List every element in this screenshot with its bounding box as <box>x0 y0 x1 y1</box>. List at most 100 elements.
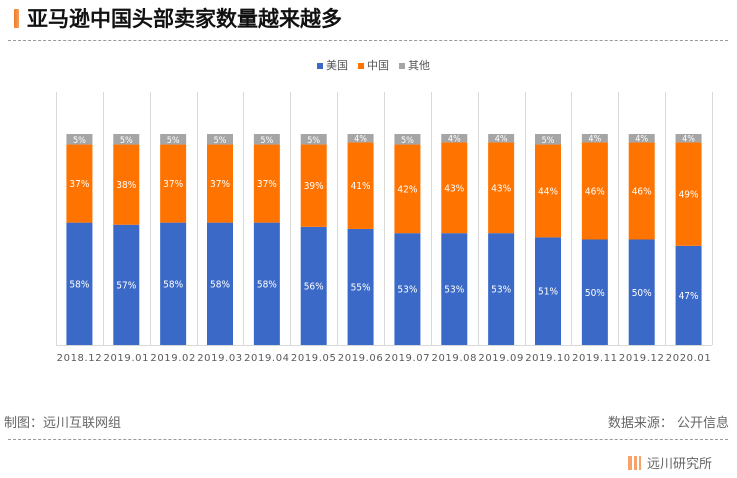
data-label: 37% <box>210 179 230 190</box>
bar-segment <box>160 222 187 345</box>
bar-segment <box>300 144 327 227</box>
bar-segment <box>675 134 702 143</box>
bar-segment <box>488 142 515 234</box>
bar-segment <box>160 144 187 223</box>
bar-segment <box>253 144 280 223</box>
bar-segment <box>160 134 187 145</box>
bar-segment <box>628 239 655 345</box>
bar-segment <box>207 134 233 145</box>
data-label: 5% <box>401 136 414 146</box>
bar-segment <box>113 134 140 145</box>
bar-segment <box>300 226 327 345</box>
legend-label-us: 美国 <box>326 59 348 72</box>
bar-segment <box>581 239 608 345</box>
bar-segment <box>253 222 280 345</box>
bar-segment <box>628 134 655 143</box>
x-tick-label: 2018.12 <box>57 353 103 364</box>
brand-name: 远川研究所 <box>647 457 713 472</box>
bar-segment <box>347 134 374 143</box>
x-tick-label: 2019.08 <box>432 353 478 364</box>
data-label: 46% <box>585 186 605 197</box>
x-tick-label: 2019.07 <box>385 353 431 364</box>
x-tick-label: 2019.04 <box>244 353 290 364</box>
bar-segment <box>66 134 93 145</box>
data-label: 4% <box>635 135 648 145</box>
data-label: 53% <box>444 285 464 296</box>
data-label: 4% <box>448 135 461 145</box>
data-label: 51% <box>538 287 558 298</box>
data-label: 37% <box>257 179 277 190</box>
data-label: 53% <box>397 285 417 296</box>
bar-segment <box>113 224 140 345</box>
data-label: 5% <box>214 136 227 146</box>
data-label: 5% <box>120 136 133 146</box>
bar-segment <box>535 144 561 238</box>
footer-divider <box>8 439 728 440</box>
x-tick-label: 2019.03 <box>197 353 243 364</box>
x-tick-label: 2019.06 <box>338 353 384 364</box>
x-tick-label: 2020.01 <box>666 353 712 364</box>
brand-logo-icon <box>628 455 641 470</box>
data-label: 58% <box>163 279 183 290</box>
data-label: 37% <box>163 179 183 190</box>
bar-segment <box>66 144 93 223</box>
data-label: 42% <box>397 184 417 195</box>
legend-swatch-china <box>358 63 364 69</box>
bar-segment <box>675 245 702 345</box>
data-label: 57% <box>116 280 136 291</box>
data-label: 5% <box>73 136 86 146</box>
data-label: 43% <box>491 183 511 194</box>
bar-segment <box>207 222 233 345</box>
legend-swatch-us <box>317 63 323 69</box>
bar-segment <box>394 144 421 234</box>
legend-swatch-other <box>399 63 405 69</box>
legend-label-china: 中国 <box>367 59 389 72</box>
chart-legend: 美国 中国 其他 <box>317 59 430 73</box>
legend-label-other: 其他 <box>408 59 430 72</box>
data-label: 58% <box>210 279 230 290</box>
bar-segment <box>113 144 140 225</box>
x-tick-label: 2019.10 <box>525 353 571 364</box>
data-label: 50% <box>632 288 652 299</box>
bar-segment <box>207 144 233 223</box>
bar-segment <box>347 142 374 229</box>
bar-segment <box>535 237 561 345</box>
bar-segment <box>675 142 702 246</box>
x-tick-label: 2019.11 <box>572 353 618 364</box>
data-label: 38% <box>116 180 136 191</box>
data-label: 47% <box>679 291 699 302</box>
bar-segment <box>253 134 280 145</box>
bar-segment <box>394 233 421 345</box>
data-label: 4% <box>588 135 601 145</box>
legend-item-china: 中国 <box>358 59 389 73</box>
bar-segment <box>581 142 608 240</box>
data-label: 56% <box>304 281 324 292</box>
legend-item-other: 其他 <box>399 59 430 73</box>
data-label: 39% <box>304 181 324 192</box>
x-tick-label: 2019.12 <box>619 353 665 364</box>
data-label: 53% <box>491 285 511 296</box>
bar-segment <box>488 134 515 143</box>
title-divider <box>8 40 728 41</box>
data-label: 41% <box>351 181 371 192</box>
x-tick-label: 2019.05 <box>291 353 337 364</box>
data-label: 37% <box>69 179 89 190</box>
bar-segment <box>628 142 655 240</box>
data-label: 5% <box>167 136 180 146</box>
data-label: 49% <box>679 190 699 201</box>
bar-segment <box>488 233 515 345</box>
bar-segment <box>394 134 421 145</box>
data-label: 50% <box>585 288 605 299</box>
data-label: 58% <box>257 279 277 290</box>
bar-segment <box>581 134 608 143</box>
bar-segment <box>66 222 93 345</box>
page-title: 亚马逊中国头部卖家数量越来越多 <box>27 7 342 31</box>
bar-segment <box>441 233 468 345</box>
data-label: 4% <box>682 135 695 145</box>
bar-segment <box>535 134 561 145</box>
data-label: 43% <box>444 183 464 194</box>
bar-segment <box>300 134 327 145</box>
x-tick-label: 2019.02 <box>150 353 196 364</box>
data-source: 数据来源： 公开信息 <box>607 416 729 431</box>
